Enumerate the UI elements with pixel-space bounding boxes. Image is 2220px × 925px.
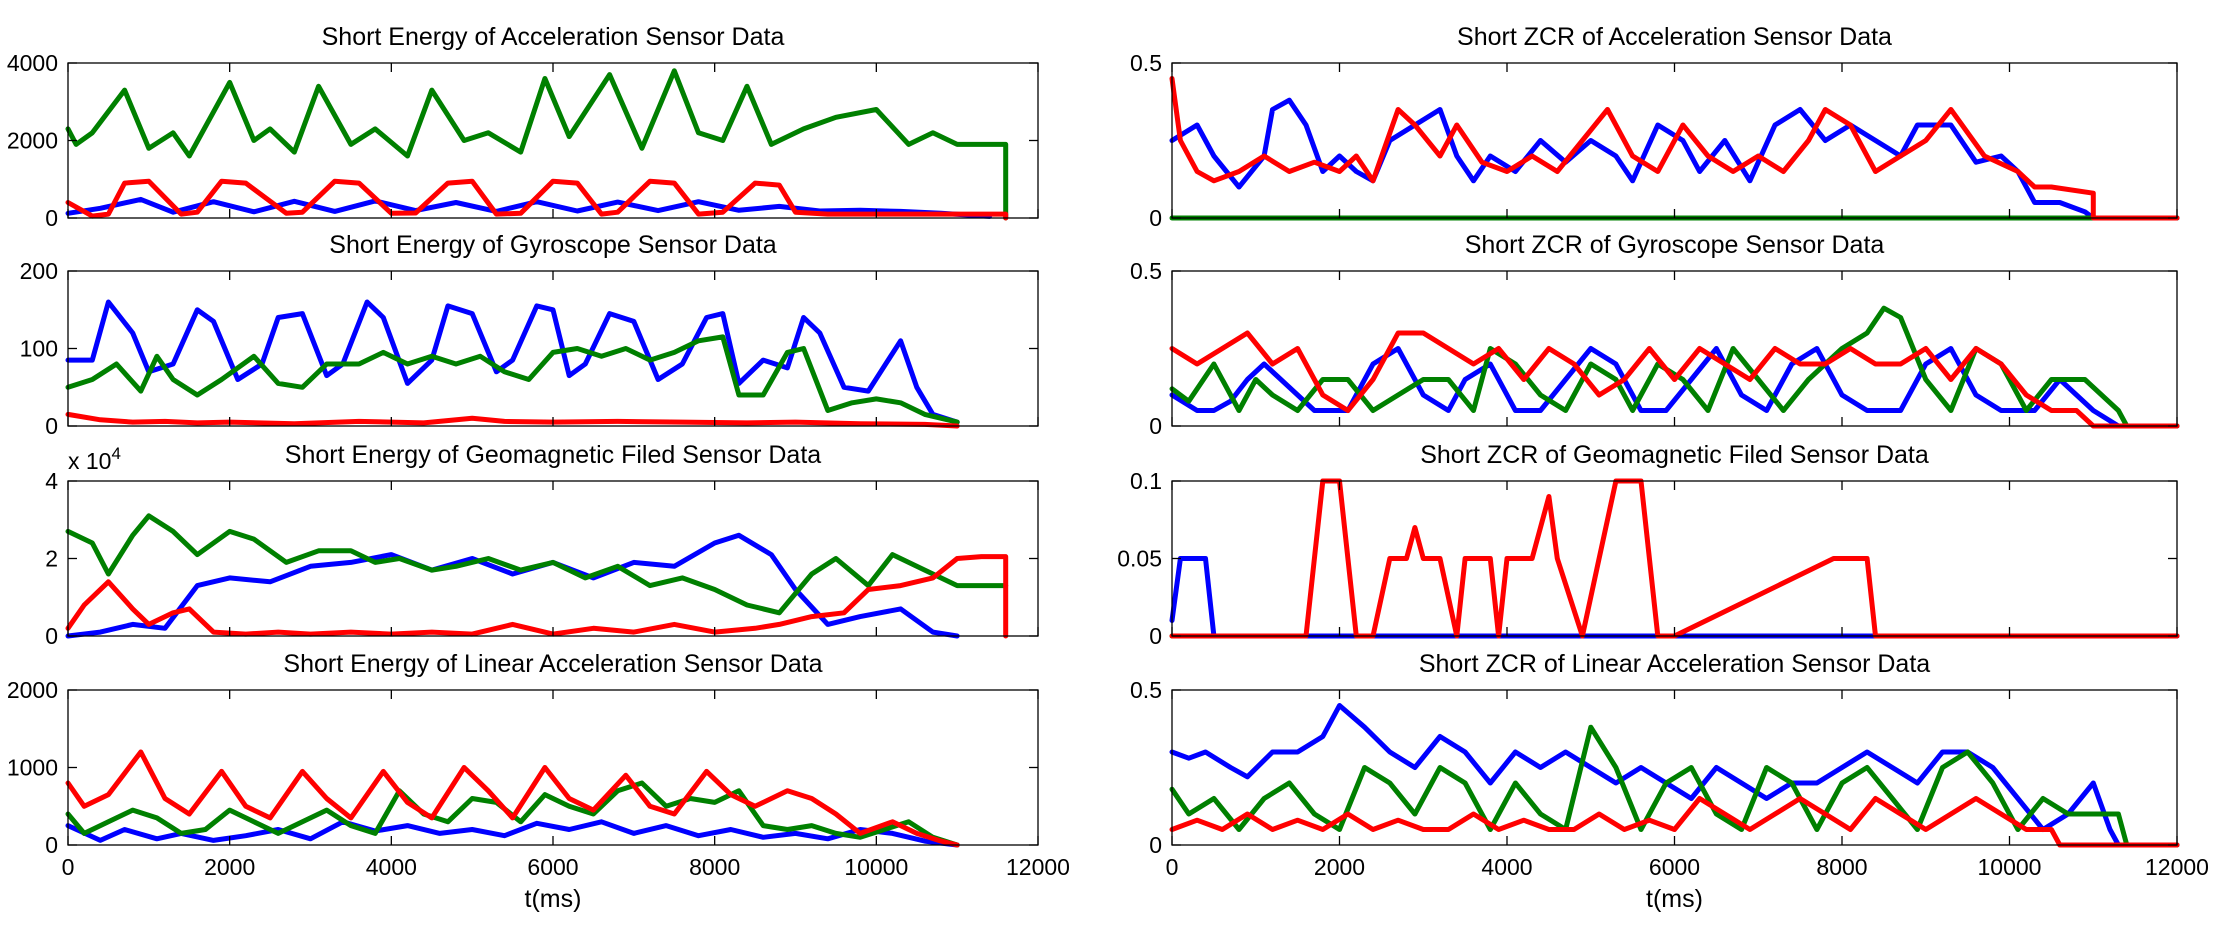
x-tick-label: 12000 xyxy=(1006,854,1070,880)
y-tick-label: 200 xyxy=(20,258,58,284)
y-tick-label: 0 xyxy=(1149,623,1162,649)
series-line-2 xyxy=(65,68,1009,221)
y-tick-label: 2000 xyxy=(7,677,58,703)
x-axis-label: t(ms) xyxy=(525,885,582,913)
series-group xyxy=(65,299,960,429)
x-tick-label: 10000 xyxy=(1978,854,2042,880)
x-tick-label: 6000 xyxy=(1649,854,1700,880)
subplot-title: Short ZCR of Acceleration Sensor Data xyxy=(1457,23,1892,51)
x-tick-label: 2000 xyxy=(1314,854,1365,880)
y-tick-label: 4000 xyxy=(7,50,58,76)
x-tick-label: 2000 xyxy=(204,854,255,880)
y-tick-label: 0.05 xyxy=(1117,546,1162,572)
y-tick-label: 100 xyxy=(20,336,58,362)
subplot-title: Short Energy of Gyroscope Sensor Data xyxy=(329,231,777,259)
x-tick-label: 0 xyxy=(1166,854,1179,880)
series-line-3 xyxy=(65,554,1009,639)
x-axis-label: t(ms) xyxy=(1646,885,1703,913)
series-line-3 xyxy=(65,178,1009,221)
series-line-3 xyxy=(1169,76,2180,221)
y-tick-label: 0 xyxy=(45,623,58,649)
x-tick-label: 8000 xyxy=(1816,854,1867,880)
y-tick-label: 2 xyxy=(45,546,58,572)
x-tick-label: 0 xyxy=(62,854,75,880)
subplot-3: 0 100 200 Short Energy of Gyroscope Sensor … xyxy=(20,231,1039,439)
subplot-5: 0 2 4 Short Energy of Geomagnetic Filed Sen… xyxy=(45,441,1039,649)
y-tick-label: 0 xyxy=(45,205,58,231)
series-line-1 xyxy=(65,299,960,425)
x-tick-label: 8000 xyxy=(689,854,740,880)
x-tick-label: 12000 xyxy=(2145,854,2209,880)
series-line-1 xyxy=(1169,703,2180,848)
series-group xyxy=(65,749,960,848)
series-line-3 xyxy=(65,411,960,429)
y-tick-label: 0.5 xyxy=(1130,258,1162,284)
series-line-1 xyxy=(1169,97,2180,221)
subplot-4: 0 0.5 Short ZCR of Gyroscope Sensor Data xyxy=(1130,231,2180,439)
series-line-3 xyxy=(65,749,960,848)
subplot-title: Short Energy of Linear Acceleration Sens… xyxy=(283,650,822,678)
series-line-2 xyxy=(65,334,960,425)
y-tick-label: 0 xyxy=(45,413,58,439)
y-tick-label: 0 xyxy=(45,832,58,858)
subplot-title: Short ZCR of Geomagnetic Filed Sensor Da… xyxy=(1420,441,1929,469)
y-tick-label: 2000 xyxy=(7,128,58,154)
subplot-title: Short Energy of Acceleration Sensor Data xyxy=(322,23,785,51)
series-group xyxy=(1169,703,2180,848)
x-tick-label: 6000 xyxy=(527,854,578,880)
y-tick-label: 0.5 xyxy=(1130,677,1162,703)
subplot-8: 0 0.5 0 2000 4000 6000 8000 10000 12000 Short ZCR… xyxy=(1130,650,2209,913)
series-line-1 xyxy=(1169,346,2180,429)
y-tick-label: 0 xyxy=(1149,832,1162,858)
series-group xyxy=(65,68,1009,221)
series-line-2 xyxy=(65,513,1009,616)
y-tick-label: 0.5 xyxy=(1130,50,1162,76)
subplot-2: 0 0.5 Short ZCR of Acceleration Sensor Dat… xyxy=(1130,23,2180,231)
subplot-7: 0 1000 2000 0 2000 4000 6000 8000 10000 12000 Shor… xyxy=(7,650,1070,913)
series-group xyxy=(65,513,1009,639)
y-tick-label: 0 xyxy=(1149,413,1162,439)
y-tick-label: 0 xyxy=(1149,205,1162,231)
subplot-1: 0 2000 4000 Short Energy of Acceleration Se… xyxy=(7,23,1039,231)
y-tick-label: 1000 xyxy=(7,755,58,781)
subplot-title: Short ZCR of Gyroscope Sensor Data xyxy=(1465,231,1885,259)
series-group xyxy=(1169,305,2180,429)
axis-exponent-label: x 104 xyxy=(68,444,121,474)
x-tick-label: 4000 xyxy=(1481,854,1532,880)
series-line-3 xyxy=(1169,796,2180,848)
x-tick-label: 4000 xyxy=(366,854,417,880)
x-tick-label: 10000 xyxy=(844,854,908,880)
subplot-title: Short Energy of Geomagnetic Filed Sensor… xyxy=(285,441,821,469)
series-line-1 xyxy=(65,819,960,848)
subplot-6: 0 0.05 0.1 Short ZCR of Geomagnetic Filed S… xyxy=(1117,441,2180,649)
subplot-title: Short ZCR of Linear Acceleration Sensor … xyxy=(1419,650,1930,678)
y-tick-label: 4 xyxy=(45,468,58,494)
series-line-3 xyxy=(1169,330,2180,429)
y-tick-label: 0.1 xyxy=(1130,468,1162,494)
